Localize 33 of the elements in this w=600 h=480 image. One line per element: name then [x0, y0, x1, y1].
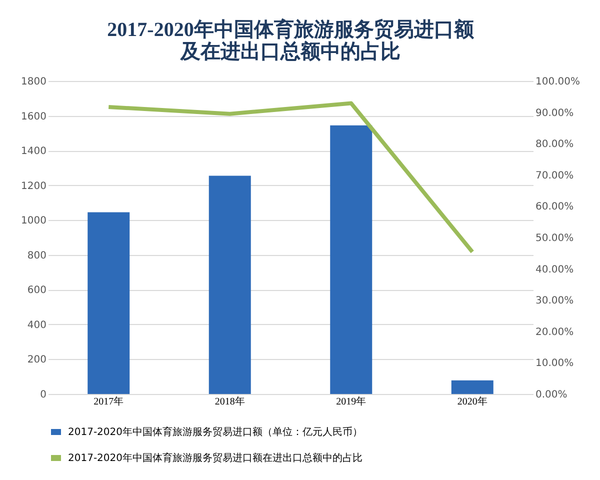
y-tick-label: 200	[27, 354, 46, 366]
x-tick-label: 2018年	[214, 396, 245, 408]
x-tick-label: 2020年	[457, 396, 488, 408]
y-tick-label: 1600	[21, 111, 46, 122]
y2-tick-label: 100.00%	[536, 76, 580, 88]
y2-tick-label: 80.00%	[536, 139, 574, 150]
y-tick-label: 0	[40, 390, 46, 400]
y2-tick-label: 0.00%	[536, 390, 568, 400]
x-tick-label: 2019年	[336, 396, 366, 408]
y2-tick-label: 40.00%	[536, 264, 574, 276]
chart-title: 2017-2020年中国体育旅游服务贸易进口额及在进出口总额中的占比	[107, 18, 475, 63]
y-tick-label: 600	[27, 285, 46, 296]
y-tick-label: 1000	[21, 216, 46, 227]
bar	[451, 380, 494, 394]
x-tick-label: 2017年	[94, 396, 124, 408]
bar	[208, 176, 251, 394]
legend-label: 2017-2020年中国体育旅游服务贸易进口额在进出口总额中的占比	[68, 452, 363, 464]
y-tick-label: 1400	[21, 146, 46, 158]
y2-tick-label: 10.00%	[536, 358, 574, 370]
bar	[88, 212, 130, 394]
y-tick-label: 1200	[21, 180, 46, 192]
bar	[330, 125, 372, 394]
y2-tick-label: 70.00%	[536, 170, 574, 182]
y2-tick-label: 50.00%	[536, 233, 574, 244]
y2-tick-label: 30.00%	[536, 296, 574, 307]
y2-tick-label: 20.00%	[536, 326, 574, 338]
line-series	[106, 101, 474, 254]
y-tick-label: 1800	[21, 76, 46, 88]
y-tick-label: 800	[27, 250, 46, 262]
y-tick-label: 400	[27, 320, 46, 331]
legend-label: 2017-2020年中国体育旅游服务贸易进口额（单位：亿元人民币）	[68, 426, 363, 438]
y2-tick-label: 60.00%	[536, 202, 574, 213]
y2-tick-label: 90.00%	[536, 108, 574, 119]
